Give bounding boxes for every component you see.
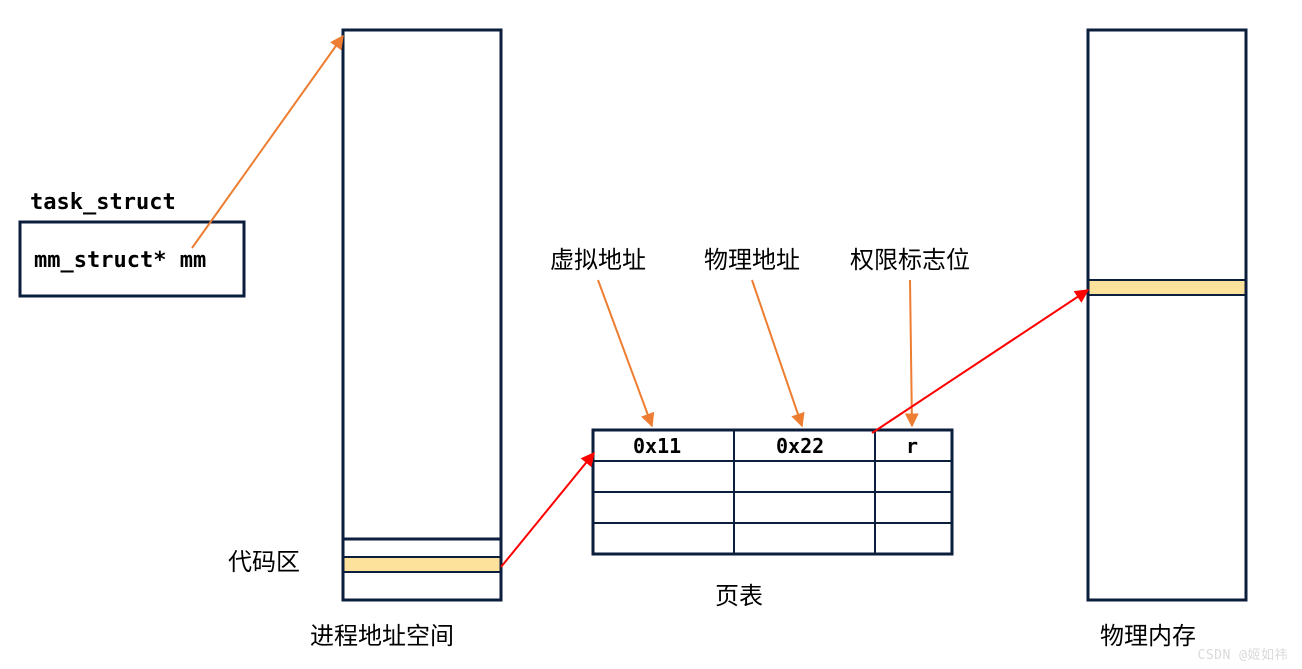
task-struct-title: task_struct: [30, 190, 176, 215]
process-space-label: 进程地址空间: [310, 616, 454, 651]
page-table-header-virtual: 虚拟地址: [550, 240, 646, 275]
page-table-header-physical: 物理地址: [704, 240, 800, 275]
page-table-header-perm: 权限标志位: [850, 240, 970, 275]
page-table-cell-perm: r: [906, 434, 918, 458]
arrow-pagetable-to-physmem: [872, 290, 1088, 433]
phys-mem-band: [1090, 280, 1245, 295]
phys-mem-label: 物理内存: [1100, 616, 1196, 651]
arrow-code-to-pagetable: [501, 453, 594, 567]
page-table-label: 页表: [715, 576, 763, 611]
process-space-box: [343, 30, 501, 600]
page-table-cell-virtual: 0x11: [633, 434, 681, 458]
code-area-band: [345, 557, 500, 572]
arrow-mm-to-space: [192, 36, 343, 248]
code-area-label: 代码区: [228, 542, 300, 577]
arrow-header-perm: [910, 280, 912, 426]
arrow-header-physical: [752, 280, 802, 426]
page-table-cell-physical: 0x22: [776, 434, 824, 458]
watermark: CSDN @姬如祎: [1198, 644, 1288, 663]
task-struct-field: mm_struct* mm: [34, 248, 206, 273]
arrow-header-virtual: [598, 280, 652, 426]
phys-mem-box: [1088, 30, 1246, 600]
